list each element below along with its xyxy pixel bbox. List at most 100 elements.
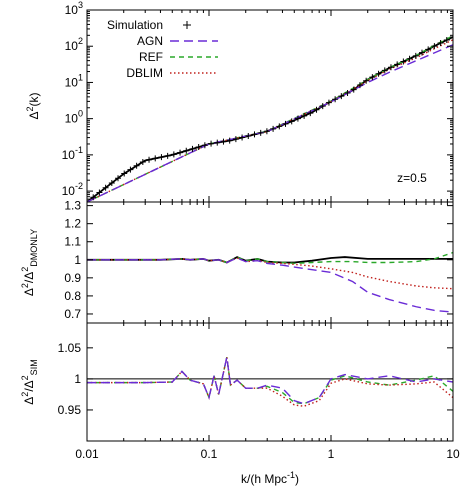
simulation-marker xyxy=(387,64,394,71)
simulation-marker xyxy=(418,49,425,56)
y-tick-label: 101 xyxy=(65,72,83,89)
simulation-marker xyxy=(239,134,246,141)
simulation-marker xyxy=(146,156,153,163)
simulation-marker xyxy=(220,138,227,145)
simulation-marker xyxy=(288,118,295,125)
y-tick-label: 0.8 xyxy=(64,289,81,303)
legend-label: AGN xyxy=(137,34,163,48)
y-label-sup: 2 xyxy=(20,267,30,272)
simulation-marker xyxy=(127,166,134,173)
simulation-marker xyxy=(350,86,357,93)
simulation-marker xyxy=(431,43,438,50)
y-tick-label: 1.2 xyxy=(64,217,81,231)
y-tick-label: 0.95 xyxy=(58,403,82,417)
y-tick-exponent: -2 xyxy=(75,181,83,191)
x-tick-label: 1 xyxy=(328,447,335,461)
y-tick-label: 1.05 xyxy=(58,341,82,355)
simulation-marker xyxy=(319,103,326,110)
y-label-sub: DMONLY xyxy=(29,229,39,267)
simulation-marker xyxy=(245,132,252,139)
x-axis-label: k/(h Mpc-1) xyxy=(241,470,299,486)
simulation-markers xyxy=(87,33,453,202)
simulation-marker xyxy=(338,93,345,100)
y-tick-base: 10 xyxy=(65,75,79,89)
y-tick-base: 10 xyxy=(62,148,76,162)
y-label-part: /Δ xyxy=(22,380,36,391)
simulation-marker xyxy=(301,112,308,119)
series-group xyxy=(87,357,453,407)
simulation-marker xyxy=(375,70,382,77)
panel-middle: 0.70.80.911.11.21.3Δ2/Δ2DMONLY xyxy=(20,199,454,324)
series-group xyxy=(87,251,453,313)
y-tick-label: 1 xyxy=(74,253,81,267)
simulation-marker xyxy=(115,175,122,182)
simulation-marker xyxy=(201,142,208,149)
y-tick-label: 1.1 xyxy=(64,235,81,249)
simulation-marker xyxy=(177,149,184,156)
x-label-sup: -1 xyxy=(287,470,295,480)
y-tick-label: 1.3 xyxy=(64,199,81,213)
simulation-marker xyxy=(158,154,165,161)
simulation-marker xyxy=(394,61,401,68)
simulation-marker xyxy=(108,179,115,186)
y-label-part: (k) xyxy=(27,92,41,106)
simulation-marker xyxy=(102,184,109,191)
y-axis-label: Δ2/Δ2DMONLY xyxy=(20,229,39,296)
simulation-marker xyxy=(363,77,370,84)
simulation-marker xyxy=(90,194,97,201)
simulation-marker xyxy=(226,137,233,144)
y-tick-exponent: 2 xyxy=(78,36,83,46)
y-tick-label: 10-2 xyxy=(62,181,83,198)
simulation-marker xyxy=(400,58,407,65)
simulation-marker xyxy=(381,67,388,74)
simulation-marker xyxy=(332,96,339,103)
simulation-marker xyxy=(170,151,177,158)
simulation-marker xyxy=(189,145,196,152)
series-line-dblim xyxy=(87,357,453,407)
y-label-sub: SIM xyxy=(29,359,39,375)
simulation-marker xyxy=(164,152,171,159)
simulation-marker xyxy=(133,162,140,169)
simulation-marker xyxy=(344,89,351,96)
x-tick-label: 0.1 xyxy=(201,447,218,461)
simulation-marker xyxy=(251,131,258,138)
legend-label: REF xyxy=(139,50,163,64)
x-tick-label: 10 xyxy=(446,447,460,461)
y-tick-label: 102 xyxy=(65,36,83,53)
simulation-marker xyxy=(450,33,453,40)
panel-top: 10-210-1100101102103Δ2(k)z=0.5Simulation… xyxy=(25,0,454,203)
simulation-marker xyxy=(195,144,202,151)
simulation-marker xyxy=(139,158,146,165)
simulation-marker xyxy=(294,115,301,122)
y-label-part: Δ xyxy=(22,288,36,296)
y-tick-label: 0.9 xyxy=(64,271,81,285)
simulation-marker xyxy=(406,55,413,62)
y-tick-exponent: -1 xyxy=(75,145,83,155)
series-line-agn xyxy=(87,44,453,202)
y-tick-label: 103 xyxy=(65,0,83,17)
simulation-marker xyxy=(96,189,103,196)
simulation-marker xyxy=(276,123,283,130)
y-label-part: Δ xyxy=(22,397,36,405)
y-tick-label: 100 xyxy=(65,109,83,126)
y-label-sup: 2 xyxy=(20,283,30,288)
simulation-marker xyxy=(437,40,444,47)
simulation-marker xyxy=(356,82,363,89)
y-label-part: /Δ xyxy=(22,272,36,283)
panel-frame xyxy=(86,322,454,442)
simulation-marker xyxy=(208,140,215,147)
simulation-marker xyxy=(270,125,277,132)
legend-swatch xyxy=(183,21,191,29)
y-tick-exponent: 0 xyxy=(78,109,83,119)
series-group xyxy=(87,33,453,202)
y-tick-base: 10 xyxy=(62,184,76,198)
simulation-marker xyxy=(282,120,289,127)
simulation-marker xyxy=(313,106,320,113)
simulation-marker xyxy=(425,46,432,53)
simulation-marker xyxy=(232,136,239,143)
x-label-part: ) xyxy=(295,472,299,486)
series-line-ref xyxy=(87,357,453,405)
simulation-marker xyxy=(412,52,419,59)
